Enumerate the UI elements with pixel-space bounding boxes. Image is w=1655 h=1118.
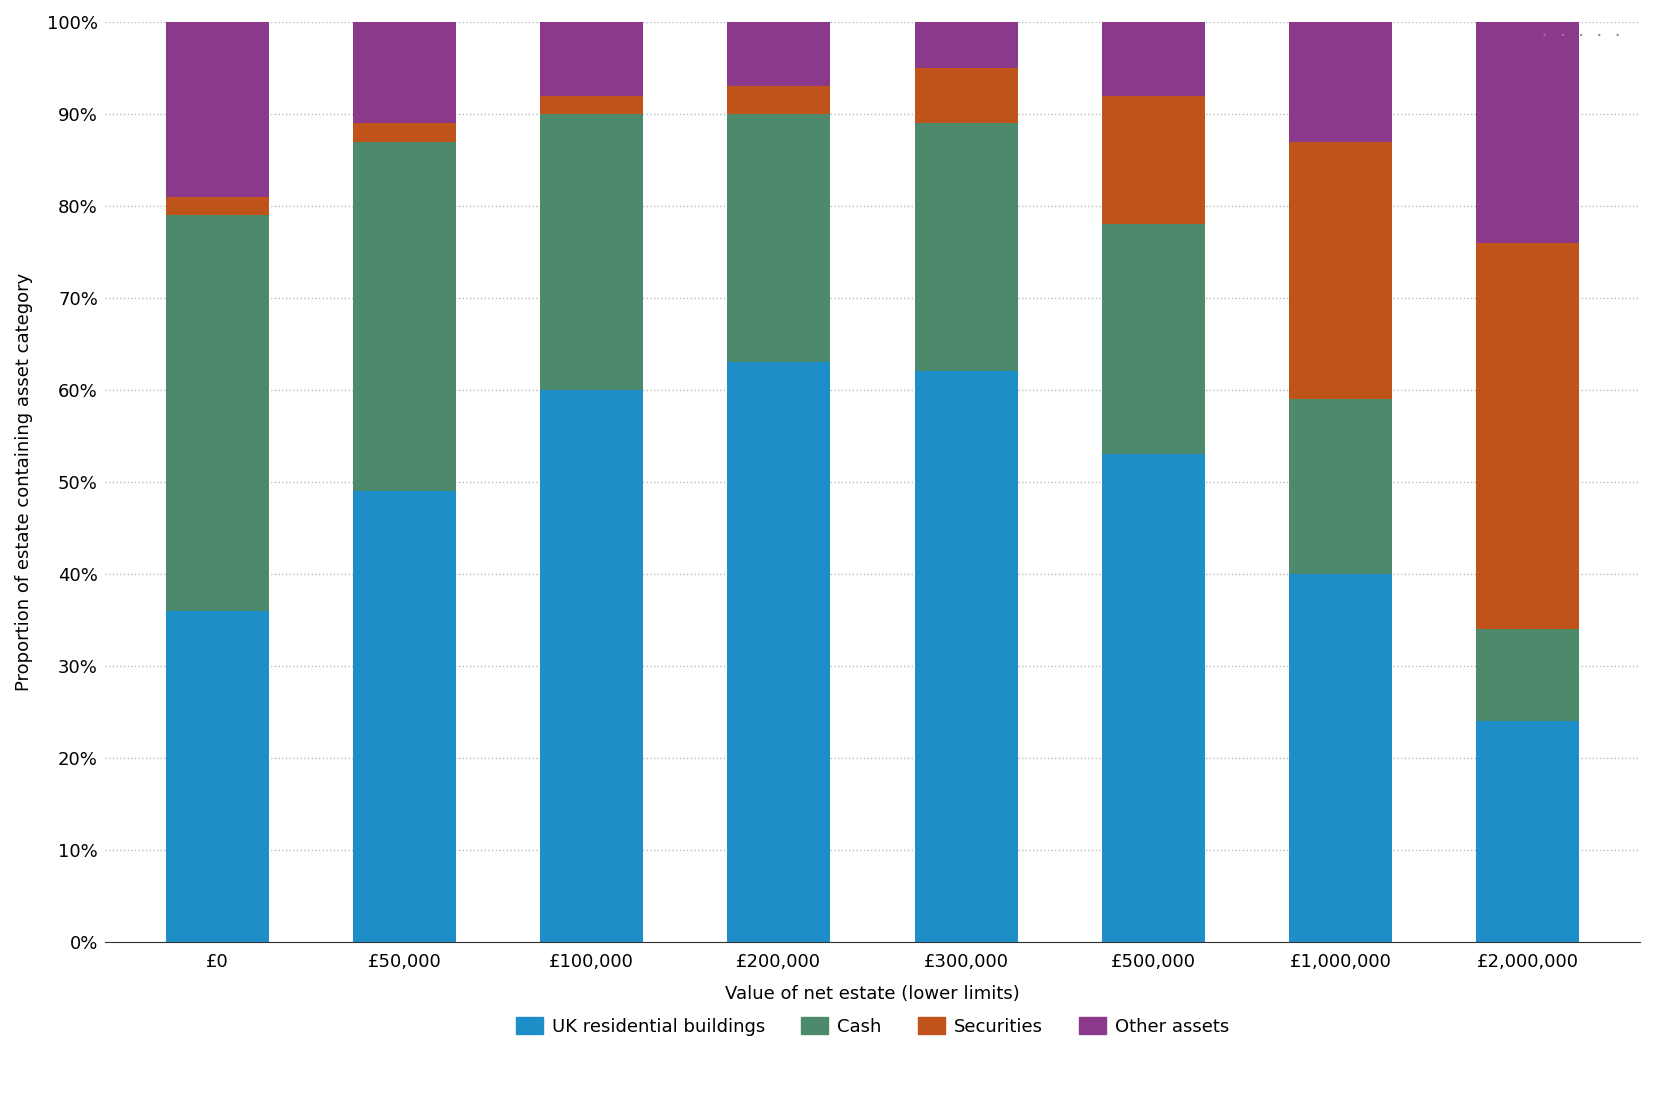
Bar: [727, 86, 831, 114]
Bar: [1289, 399, 1392, 574]
Bar: [1289, 142, 1392, 399]
Bar: [1476, 629, 1579, 721]
Bar: [166, 610, 268, 941]
Bar: [1476, 22, 1579, 243]
Bar: [540, 22, 644, 95]
X-axis label: Value of net estate (lower limits): Value of net estate (lower limits): [725, 985, 1019, 1003]
Text: · · · · ·: · · · · ·: [1539, 28, 1622, 42]
Bar: [166, 215, 268, 610]
Bar: [915, 22, 1018, 68]
Bar: [1476, 721, 1579, 941]
Bar: [727, 362, 831, 941]
Bar: [915, 371, 1018, 941]
Bar: [166, 22, 268, 197]
Bar: [1102, 454, 1205, 941]
Bar: [1102, 225, 1205, 454]
Bar: [540, 390, 644, 941]
Bar: [1476, 243, 1579, 629]
Bar: [1102, 95, 1205, 225]
Bar: [353, 142, 455, 491]
Bar: [915, 68, 1018, 123]
Bar: [915, 123, 1018, 371]
Bar: [727, 22, 831, 86]
Bar: [353, 123, 455, 142]
Bar: [540, 114, 644, 390]
Bar: [166, 197, 268, 215]
Bar: [1102, 22, 1205, 95]
Bar: [353, 491, 455, 941]
Bar: [540, 95, 644, 114]
Bar: [727, 114, 831, 362]
Bar: [1289, 574, 1392, 941]
Bar: [353, 22, 455, 123]
Bar: [1289, 22, 1392, 142]
Legend: UK residential buildings, Cash, Securities, Other assets: UK residential buildings, Cash, Securiti…: [508, 1011, 1236, 1043]
Y-axis label: Proportion of estate containing asset category: Proportion of estate containing asset ca…: [15, 273, 33, 691]
